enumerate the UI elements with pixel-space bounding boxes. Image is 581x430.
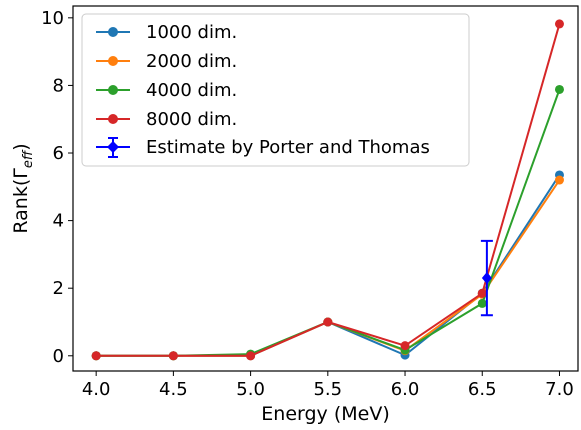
y-tick-label: 2 <box>53 278 64 299</box>
data-point <box>400 341 410 351</box>
y-tick-label: 6 <box>53 143 64 164</box>
legend-entry-4000: 4000 dim. <box>96 80 237 101</box>
x-tick-label: 4.0 <box>82 379 111 400</box>
x-tick-label: 6.5 <box>468 379 497 400</box>
data-point <box>477 298 487 308</box>
data-point <box>91 351 101 361</box>
data-point <box>554 84 564 94</box>
legend-label-1000: 1000 dim. <box>146 22 237 43</box>
x-tick-label: 6.0 <box>391 379 420 400</box>
y-tick-label: 4 <box>53 211 64 232</box>
legend: 1000 dim. 2000 dim. 4000 dim. 8000 dim. … <box>81 13 470 167</box>
y-axis-label-sub: eff <box>21 149 36 168</box>
data-point <box>554 19 564 29</box>
legend-label-4000: 4000 dim. <box>146 80 237 101</box>
legend-entry-1000: 1000 dim. <box>96 22 237 43</box>
legend-marker-8000 <box>108 114 118 124</box>
y-axis-label-close: ) <box>10 143 32 150</box>
data-point <box>246 351 256 361</box>
x-axis-label: Energy (MeV) <box>261 403 389 425</box>
x-tick-label: 5.5 <box>313 379 342 400</box>
legend-entry-8000: 8000 dim. <box>96 109 237 130</box>
y-ticks: 0 2 4 6 8 10 <box>41 8 73 367</box>
data-layer <box>91 19 564 361</box>
legend-label-estimate: Estimate by Porter and Thomas <box>146 137 430 158</box>
legend-entry-estimate: Estimate by Porter and Thomas <box>96 137 430 158</box>
data-point <box>323 317 333 327</box>
x-tick-label: 7.0 <box>545 379 574 400</box>
x-tick-label: 5.0 <box>236 379 265 400</box>
data-point <box>554 175 564 185</box>
y-tick-label: 8 <box>53 75 64 96</box>
legend-marker-1000 <box>108 27 118 37</box>
legend-marker-2000 <box>108 56 118 66</box>
errorbar-marker <box>481 272 492 285</box>
legend-label-8000: 8000 dim. <box>146 109 237 130</box>
y-axis-label: Rank(Γeff) <box>10 143 36 233</box>
x-ticks: 4.0 4.5 5.0 5.5 6.0 6.5 7.0 <box>82 371 574 400</box>
data-point <box>168 351 178 361</box>
legend-marker-4000 <box>108 85 118 95</box>
y-axis-label-main: Rank(Γ <box>10 168 32 234</box>
legend-marker-estimate <box>107 141 119 153</box>
y-tick-label: 10 <box>41 8 64 29</box>
axes-frame <box>72 5 579 372</box>
legend-entry-2000: 2000 dim. <box>96 51 237 72</box>
legend-label-2000: 2000 dim. <box>146 51 237 72</box>
x-tick-label: 4.5 <box>159 379 188 400</box>
data-point <box>477 288 487 298</box>
y-tick-label: 0 <box>53 346 64 367</box>
legend-box <box>81 13 470 167</box>
